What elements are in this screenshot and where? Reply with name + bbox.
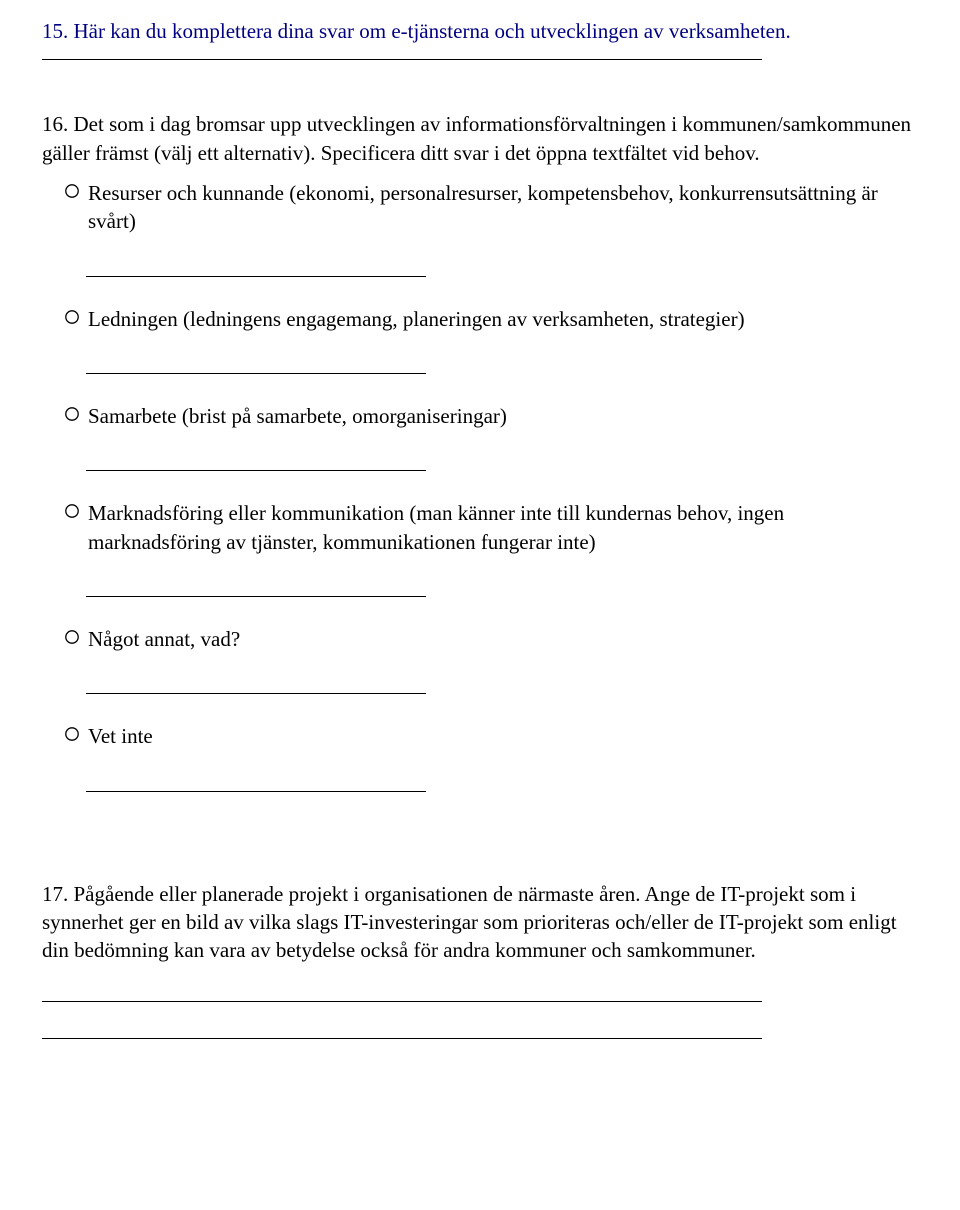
radio-icon[interactable] xyxy=(64,629,80,645)
answer-line xyxy=(86,373,426,374)
answer-line xyxy=(42,59,762,60)
option-cooperation: Samarbete (brist på samarbete, omorganis… xyxy=(64,402,918,471)
option-label: Samarbete (brist på samarbete, omorganis… xyxy=(88,402,507,430)
radio-icon[interactable] xyxy=(64,309,80,325)
option-label: Vet inte xyxy=(88,722,153,750)
question-16-options: Resurser och kunnande (ekonomi, personal… xyxy=(42,179,918,792)
option-resources: Resurser och kunnande (ekonomi, personal… xyxy=(64,179,918,277)
option-dont-know: Vet inte xyxy=(64,722,918,791)
radio-icon[interactable] xyxy=(64,406,80,422)
answer-line xyxy=(86,791,426,792)
option-label: Marknadsföring eller kommunikation (man … xyxy=(88,499,918,556)
answer-line xyxy=(86,470,426,471)
radio-icon[interactable] xyxy=(64,503,80,519)
radio-icon[interactable] xyxy=(64,726,80,742)
option-other: Något annat, vad? xyxy=(64,625,918,694)
radio-icon[interactable] xyxy=(64,183,80,199)
option-label: Resurser och kunnande (ekonomi, personal… xyxy=(88,179,918,236)
option-management: Ledningen (ledningens engagemang, planer… xyxy=(64,305,918,374)
option-label: Ledningen (ledningens engagemang, planer… xyxy=(88,305,745,333)
option-marketing: Marknadsföring eller kommunikation (man … xyxy=(64,499,918,597)
answer-line xyxy=(42,1001,762,1002)
question-15-title: 15. Här kan du komplettera dina svar om … xyxy=(42,18,918,45)
question-17-title: 17. Pågående eller planerade projekt i o… xyxy=(42,880,918,965)
option-label: Något annat, vad? xyxy=(88,625,240,653)
answer-line xyxy=(86,276,426,277)
answer-line xyxy=(86,596,426,597)
question-16-title: 16. Det som i dag bromsar upp utveckling… xyxy=(42,110,918,167)
answer-line xyxy=(86,693,426,694)
answer-line xyxy=(42,1038,762,1039)
